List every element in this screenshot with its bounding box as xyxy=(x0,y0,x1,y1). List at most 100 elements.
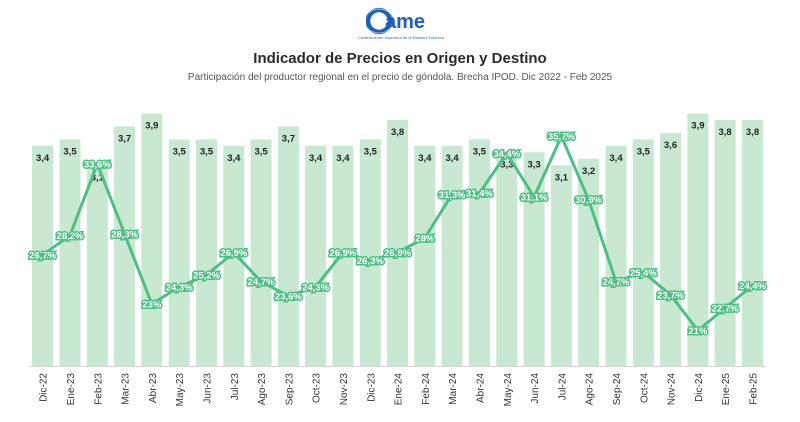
line-point xyxy=(177,284,182,290)
line-value-label: 34,4% xyxy=(493,149,520,160)
bar-value-label: 3,9 xyxy=(691,121,704,132)
x-tick-label: Sep-23 xyxy=(284,373,295,406)
bar xyxy=(59,139,81,366)
came-logo: ame Confederación Argentina de la Median… xyxy=(358,6,444,44)
chart-subtitle: Participación del productor regional en … xyxy=(187,72,613,83)
line-point xyxy=(286,293,291,299)
bar-value-label: 3,5 xyxy=(63,146,77,157)
x-tick-label: Mar-24 xyxy=(448,373,459,405)
x-tick-label: May-24 xyxy=(503,373,514,407)
bar-value-label: 3,1 xyxy=(555,172,569,183)
x-tick-label: Jun-24 xyxy=(530,373,541,404)
bar xyxy=(578,158,600,366)
line-point xyxy=(368,258,373,263)
bar-value-label: 3,5 xyxy=(637,146,651,157)
bar xyxy=(86,165,108,366)
bar xyxy=(714,120,736,366)
line-value-label: 28% xyxy=(415,234,435,245)
line-value-label: 26,9% xyxy=(384,248,411,259)
bar-value-label: 3,8 xyxy=(718,127,731,138)
logo-text: ame xyxy=(385,11,425,33)
x-tick-label: Abr-23 xyxy=(148,373,159,403)
bar-value-label: 3,4 xyxy=(227,153,241,164)
line-point xyxy=(422,235,427,241)
bar-value-label: 3,1 xyxy=(91,172,105,183)
line-point xyxy=(586,197,591,202)
line-point xyxy=(559,134,564,139)
line-value-label: 31,1% xyxy=(521,193,548,204)
came-logo-mark: ame xyxy=(366,7,425,35)
line-value-label: 23% xyxy=(142,300,162,311)
x-tick-label: Abr-24 xyxy=(475,373,486,403)
bar xyxy=(605,145,627,366)
line-value-label: 25,4% xyxy=(630,268,657,279)
x-tick-label: Nov-23 xyxy=(339,373,350,406)
line-value-label: 26,7% xyxy=(29,251,56,262)
bar-value-label: 3,4 xyxy=(445,153,459,164)
line-point xyxy=(695,328,701,333)
line-value-label: 26,9% xyxy=(220,248,247,259)
line-point xyxy=(231,250,236,255)
x-tick-label: Mar-23 xyxy=(121,373,132,405)
x-tick-label: Dic-23 xyxy=(366,373,377,402)
bar-value-label: 3,8 xyxy=(746,127,759,138)
line-value-label: 25,2% xyxy=(193,271,220,282)
bar-value-label: 3,4 xyxy=(336,153,350,164)
x-tick-label: Oct-23 xyxy=(312,373,323,403)
bar xyxy=(441,145,463,366)
bar-value-label: 3,3 xyxy=(527,159,540,170)
bar xyxy=(168,139,190,366)
bar-value-label: 3,5 xyxy=(254,146,268,157)
x-tick-label: Sep-24 xyxy=(612,373,623,406)
x-tick-label: Jul-24 xyxy=(557,373,568,401)
line-point xyxy=(641,270,646,275)
bar-value-label: 3,7 xyxy=(282,133,295,144)
bar xyxy=(114,126,136,367)
bar-value-label: 3,7 xyxy=(118,133,131,144)
line-point xyxy=(95,161,100,167)
bar-value-label: 3,6 xyxy=(664,140,677,151)
bar-value-label: 3,2 xyxy=(582,166,595,177)
line-value-label: 28,3% xyxy=(111,230,138,241)
bar-value-label: 3,4 xyxy=(36,153,50,164)
line-point xyxy=(531,194,537,200)
bar xyxy=(359,139,381,366)
line-point xyxy=(668,292,673,297)
line-point xyxy=(122,231,127,237)
bar xyxy=(141,113,163,366)
bar xyxy=(687,113,709,366)
line-value-label: 24,3% xyxy=(166,282,193,293)
line-value-label: 33,6% xyxy=(84,159,111,170)
bar xyxy=(496,152,518,366)
line-point xyxy=(258,279,264,284)
line-value-label: 23,6% xyxy=(275,292,302,303)
bar-value-label: 3,4 xyxy=(309,153,323,164)
line-value-label: 21% xyxy=(688,326,708,337)
logo-subtext: Confederación Argentina de la Mediana Em… xyxy=(358,36,444,40)
bar-value-label: 3,3 xyxy=(500,159,513,170)
line-value-label: 24,7% xyxy=(603,277,630,288)
line-point xyxy=(722,305,728,311)
bar-value-label: 3,4 xyxy=(609,153,623,164)
x-tick-label: May-23 xyxy=(175,373,186,407)
bar xyxy=(387,120,409,366)
line-point xyxy=(504,151,509,156)
line-point xyxy=(204,272,209,278)
bar xyxy=(305,145,327,366)
x-tick-label: Jun-23 xyxy=(203,373,214,404)
x-tick-label: Dic-22 xyxy=(39,373,50,402)
bar xyxy=(550,165,572,366)
line-value-label: 26,3% xyxy=(357,256,384,267)
bar-value-label: 3,5 xyxy=(200,146,214,157)
line-value-label: 26,9% xyxy=(329,248,356,259)
bar-value-label: 3,4 xyxy=(418,153,432,164)
x-tick-label: Ago-23 xyxy=(257,373,268,406)
line-point xyxy=(67,233,73,238)
line-point xyxy=(40,252,45,258)
bar-value-label: 3,8 xyxy=(391,127,404,138)
bar xyxy=(632,139,654,366)
line-point xyxy=(313,284,318,290)
line-point xyxy=(449,192,455,197)
x-tick-label: Ene-24 xyxy=(394,373,405,406)
line-value-label: 30,9% xyxy=(575,195,602,206)
